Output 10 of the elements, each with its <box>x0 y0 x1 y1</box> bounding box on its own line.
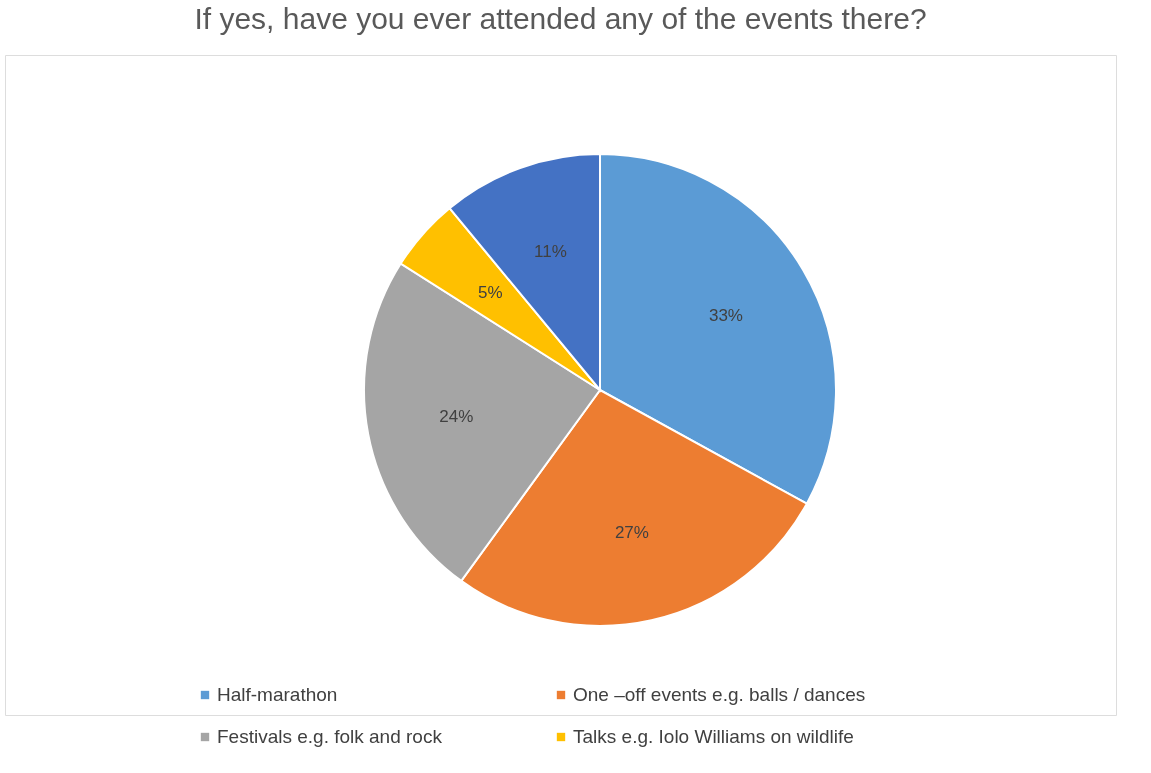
chart-title: If yes, have you ever attended any of the events there? <box>194 2 927 35</box>
data-label: 24% <box>439 407 474 427</box>
legend-label: One –off events e.g. balls / dances <box>573 684 866 705</box>
data-label: 11% <box>534 242 567 262</box>
legend-label: Talks e.g. Iolo Williams on wildlife <box>573 726 854 747</box>
data-label: 33% <box>708 305 743 325</box>
data-label: 27% <box>614 522 649 542</box>
data-label: 5% <box>477 283 503 303</box>
legend-label: Festivals e.g. folk and rock <box>217 726 443 747</box>
legend-label: Half-marathon <box>217 684 338 705</box>
